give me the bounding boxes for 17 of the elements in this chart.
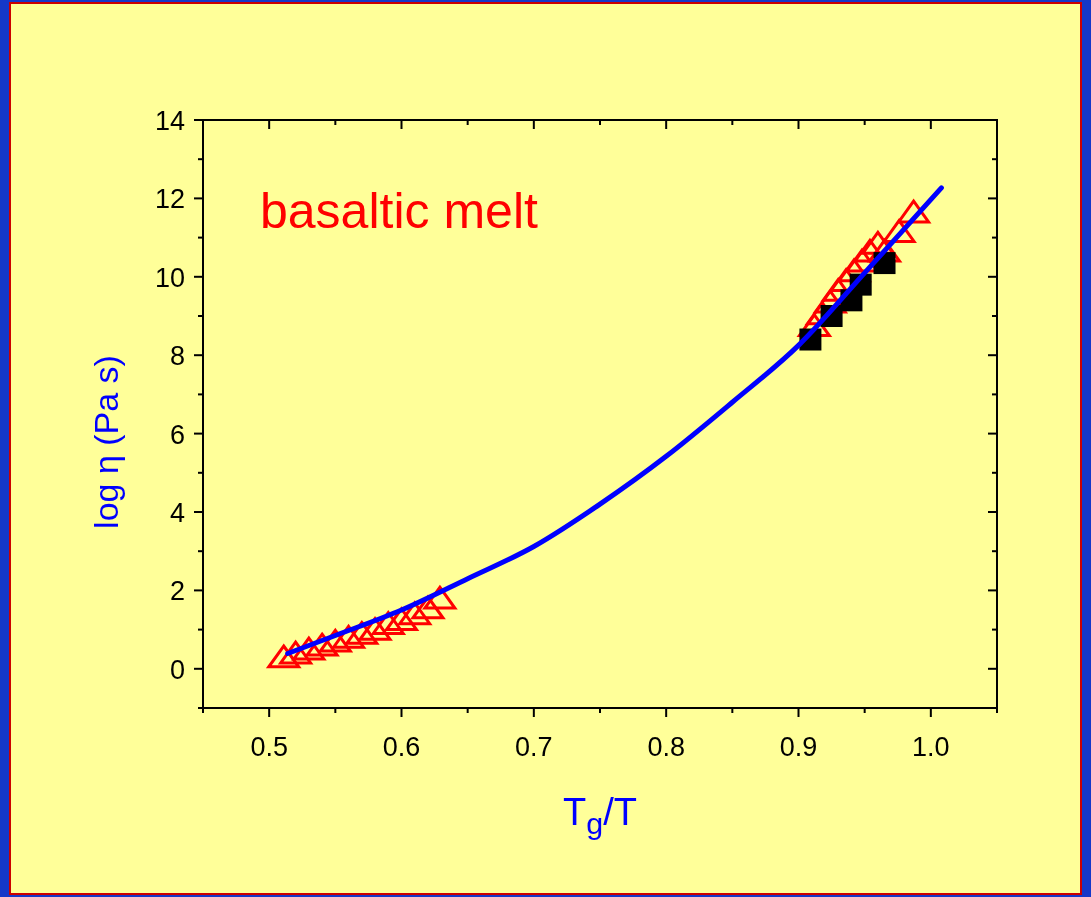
x-tick-label: 1.0 (912, 732, 950, 762)
y-tick-label: 4 (169, 498, 185, 528)
x-tick-label: 0.6 (382, 732, 421, 762)
x-tick-label: 0.7 (515, 732, 553, 762)
y-tick-label: 14 (154, 106, 185, 136)
y-tick-label: 10 (154, 262, 185, 293)
y-tick-label: 6 (169, 419, 185, 450)
x-tick-label: 0.9 (779, 732, 818, 762)
x-tick-label: 0.5 (250, 732, 288, 762)
y-tick-label: 8 (169, 341, 185, 372)
x-axis-title: T$_{g}$/T (563, 791, 637, 841)
y-tick-label: 12 (154, 184, 185, 215)
x-tick-label: 0.8 (647, 732, 685, 762)
annotation: basaltic melt (260, 183, 538, 239)
y-tick-label: 2 (169, 576, 185, 607)
y-tick-label: 0 (169, 654, 185, 685)
y-axis-title: log η (Pa s) (87, 355, 125, 529)
